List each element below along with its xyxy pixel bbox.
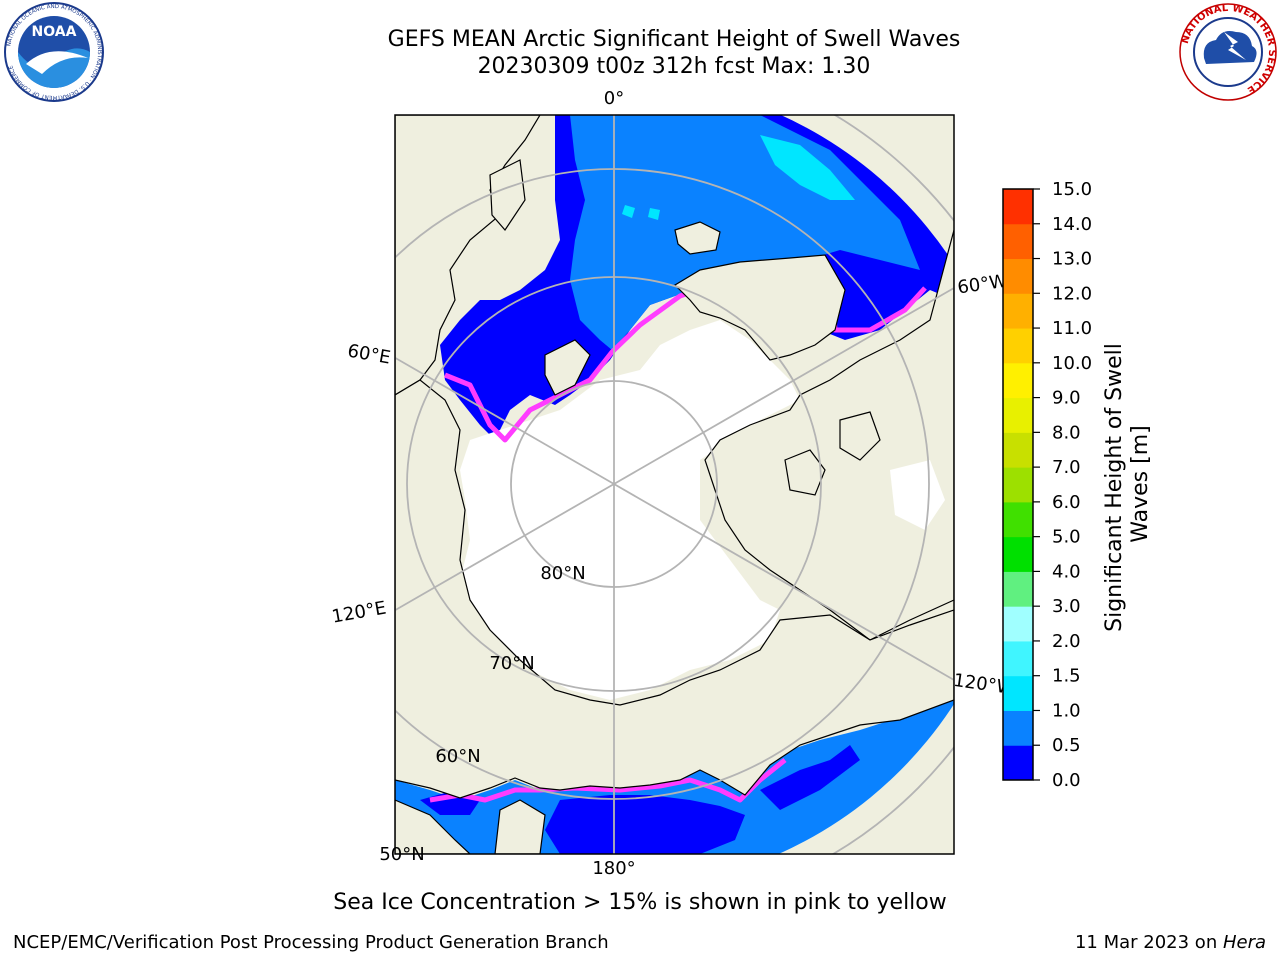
colorbar-label-line1: Significant Height of Swell — [1102, 343, 1127, 632]
novaya-zemlya — [489, 159, 526, 231]
colorbar-segment — [1003, 189, 1033, 225]
map-frame — [394, 114, 955, 855]
credit-left: NCEP/EMC/Verification Post Processing Pr… — [13, 932, 609, 953]
meridian-label-60w: 60°W — [956, 271, 1008, 299]
hudson-bay-water — [890, 460, 945, 530]
colorbar-segment — [1003, 467, 1033, 503]
swell-cyan-patch — [622, 205, 635, 218]
colorbar-tick-label: 5.0 — [1052, 527, 1081, 548]
credit-right: 11 Mar 2023 on Hera — [1075, 932, 1266, 954]
colorbar-tick-label: 0.0 — [1052, 770, 1081, 791]
colorbar-segment — [1003, 745, 1033, 781]
swell-cyan-patch — [648, 208, 660, 220]
canadian-archipelago — [704, 229, 954, 641]
credit-date: 11 Mar 2023 on — [1074, 932, 1223, 953]
map-area — [395, 115, 954, 854]
pacific-swell-dark — [760, 745, 860, 810]
colorbar-tick-label: 14.0 — [1052, 214, 1092, 235]
chart-subtitle: 20230309 t00z 312h fcst Max: 1.30 — [477, 54, 871, 79]
credit-host: Hera — [1222, 932, 1266, 953]
colorbar-segment — [1003, 397, 1033, 433]
nws-logo: NATIONAL WEATHER SERVICE — [1179, 3, 1277, 101]
colorbar-tick-label: 10.0 — [1052, 353, 1092, 374]
meridian-60e — [395, 356, 615, 485]
colorbar-tick-label: 8.0 — [1052, 422, 1081, 443]
colorbar-segment — [1003, 362, 1033, 399]
kamchatka — [494, 799, 546, 854]
colorbar-tick-label: 6.0 — [1052, 492, 1081, 513]
parallel-label-80n: 80°N — [540, 563, 585, 584]
colorbar-tick-label: 13.0 — [1052, 249, 1092, 270]
colorbar-segment — [1003, 606, 1033, 642]
colorbar-tick-label: 9.0 — [1052, 388, 1081, 409]
colorbar-tick-label: 3.0 — [1052, 596, 1081, 617]
colorbar-tick-label: 7.0 — [1052, 457, 1081, 478]
colorbar-segment — [1003, 258, 1033, 294]
greenland — [674, 254, 846, 361]
swell-cyan-patch — [760, 135, 855, 200]
graticule — [395, 115, 954, 854]
colorbar-segment — [1003, 640, 1033, 677]
colorbar-segment — [1003, 328, 1033, 364]
colorbar-ticks: 0.0 0.5 1.0 1.5 2.0 3.0 4.0 5.0 6.0 7.0 8.0 9.0 10.0… — [1033, 179, 1092, 791]
meridian-label-60e: 60°E — [346, 340, 392, 368]
colorbar-tick-label: 1.0 — [1052, 700, 1081, 721]
canadian-island — [784, 449, 826, 496]
colorbar-frame — [1002, 188, 1034, 781]
noaa-logo-text: NOAA — [32, 24, 77, 40]
noaa-logo: NOAA NATIONAL OCEANIC AND ATMOSPHERIC AD… — [4, 2, 104, 102]
sea-ice-note: Sea Ice Concentration > 15% is shown in … — [333, 890, 947, 915]
colorbar-segment — [1003, 710, 1033, 746]
colorbar-segment — [1003, 536, 1033, 572]
svalbard — [544, 339, 591, 396]
meridian-60w — [613, 286, 954, 485]
colorbar — [1003, 189, 1033, 781]
colorbar-segment — [1003, 501, 1033, 538]
colorbar-tick-label: 15.0 — [1052, 179, 1092, 200]
pacific-swell-dark — [545, 795, 745, 854]
meridian-120e — [395, 483, 615, 612]
siberia — [395, 379, 954, 799]
colorbar-segment — [1003, 432, 1033, 468]
ice-edge-band — [429, 758, 787, 803]
colorbar-segment — [1003, 571, 1033, 607]
colorbar-tick-label: 11.0 — [1052, 318, 1092, 339]
scandinavia — [395, 115, 541, 396]
colorbar-segment — [1003, 223, 1033, 260]
colorbar-segment — [1003, 293, 1033, 329]
ice-edge-band — [444, 259, 927, 443]
meridian-120w — [613, 483, 954, 682]
colorbar-tick-label: 1.5 — [1052, 666, 1081, 687]
arctic-sea-ice — [460, 320, 800, 700]
alaska-peninsula — [395, 799, 471, 854]
meridian-label-0: 0° — [604, 88, 624, 109]
colorbar-label: Significant Height of Swell Waves [m] — [1102, 336, 1153, 632]
meridian-label-180: 180° — [592, 858, 635, 879]
parallel-label-60n: 60°N — [435, 746, 480, 767]
iceland — [674, 221, 721, 255]
parallel-label-50n: 50°N — [379, 844, 424, 865]
meridian-label-120e: 120°E — [330, 597, 388, 627]
canadian-island — [839, 411, 881, 461]
parallel-label-70n: 70°N — [489, 653, 534, 674]
colorbar-tick-label: 4.0 — [1052, 561, 1081, 582]
colorbar-tick-label: 0.5 — [1052, 735, 1081, 756]
colorbar-segment — [1003, 675, 1033, 711]
colorbar-label-line2: Waves [m] — [1128, 425, 1153, 542]
chart-title: GEFS MEAN Arctic Significant Height of S… — [387, 27, 961, 52]
colorbar-tick-label: 12.0 — [1052, 283, 1092, 304]
colorbar-tick-label: 2.0 — [1052, 631, 1081, 652]
